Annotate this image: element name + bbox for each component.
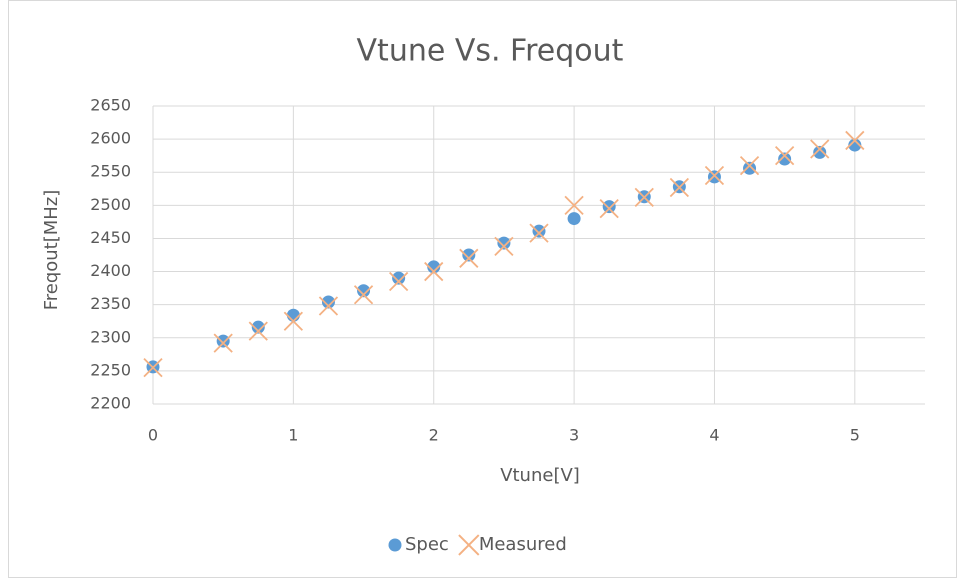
marker-x <box>459 248 479 268</box>
x-tick-label: 3 <box>569 426 579 445</box>
marker-x <box>739 155 760 176</box>
x-tick-label: 4 <box>709 426 719 445</box>
y-tick-label: 2250 <box>90 360 131 379</box>
marker-x <box>704 165 725 186</box>
marker-dot <box>321 295 335 309</box>
y-tick-label: 2600 <box>90 129 131 148</box>
marker-x <box>564 195 584 215</box>
marker-dot <box>462 248 476 262</box>
legend-label: Spec <box>405 534 449 555</box>
marker-x <box>529 223 549 243</box>
y-tick-label: 2500 <box>90 195 131 214</box>
marker-x <box>774 146 795 166</box>
x-tick-label: 5 <box>850 426 860 445</box>
marker-dot <box>388 538 402 552</box>
chart-frame <box>8 0 957 578</box>
marker-x <box>283 311 304 331</box>
marker-dot <box>602 200 616 214</box>
marker-dot <box>743 161 757 175</box>
marker-dot <box>357 284 371 298</box>
x-tick-label: 0 <box>148 426 158 445</box>
marker-x <box>634 187 654 208</box>
y-axis-title: Freqout[MHz] <box>41 190 62 311</box>
marker-dot <box>848 138 862 152</box>
marker-x <box>810 139 830 159</box>
y-tick-label: 2200 <box>90 394 131 413</box>
marker-dot <box>778 152 792 166</box>
marker-dot <box>707 170 721 184</box>
marker-x <box>599 199 619 219</box>
marker-x <box>143 357 163 378</box>
legend-item: Measured <box>479 534 567 555</box>
legend-item: Spec <box>405 534 449 555</box>
marker-dot <box>532 224 546 238</box>
marker-dot <box>497 236 511 250</box>
marker-dot <box>813 145 827 159</box>
y-tick-label: 2450 <box>90 228 131 247</box>
marker-x <box>353 285 374 305</box>
y-tick-label: 2400 <box>90 261 131 280</box>
y-tick-label: 2650 <box>90 96 131 115</box>
marker-dot <box>427 260 441 274</box>
marker-dot <box>216 334 230 348</box>
x-axis-title: Vtune[V] <box>500 465 580 486</box>
x-tick-label: 2 <box>429 426 439 445</box>
marker-x <box>248 321 268 341</box>
marker-x <box>669 177 690 198</box>
marker-x <box>458 534 480 556</box>
y-tick-label: 2350 <box>90 294 131 313</box>
legend-label: Measured <box>479 534 567 555</box>
marker-x <box>424 261 444 282</box>
marker-x <box>213 333 233 353</box>
y-tick-label: 2550 <box>90 162 131 181</box>
marker-dot <box>286 308 300 322</box>
marker-x <box>494 236 514 257</box>
marker-dot <box>251 320 265 334</box>
y-tick-label: 2300 <box>90 327 131 346</box>
chart-title: Vtune Vs. Freqout <box>357 34 624 69</box>
marker-dot <box>567 212 581 226</box>
marker-x <box>318 296 339 316</box>
marker-dot <box>392 271 406 285</box>
marker-x <box>845 130 865 151</box>
marker-x <box>388 271 409 292</box>
x-tick-label: 1 <box>288 426 298 445</box>
